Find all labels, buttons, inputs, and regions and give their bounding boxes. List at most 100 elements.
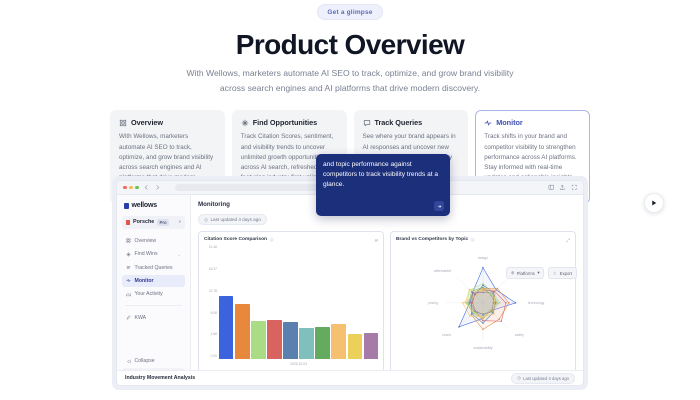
- sidebar-item-find-wins[interactable]: Find Wins ⌄: [122, 248, 185, 260]
- tooltip-text: and topic performance against competitor…: [323, 161, 439, 189]
- radar-point: [505, 302, 507, 304]
- y-tick: 16.37: [208, 267, 217, 272]
- platforms-filter-button[interactable]: Platforms ▾: [505, 267, 545, 280]
- radar-point: [482, 290, 484, 292]
- radar-point: [482, 292, 484, 294]
- app-logo[interactable]: wellows: [122, 202, 185, 216]
- chart-menu-icon[interactable]: [374, 238, 379, 243]
- pulse-icon: [484, 120, 492, 126]
- page-subtitle: With Wellows, marketers automate AI SEO …: [186, 68, 514, 94]
- info-icon[interactable]: [471, 238, 475, 242]
- bar-audi[interactable]: [251, 321, 266, 359]
- arrow-right-icon[interactable]: [154, 184, 161, 191]
- radar-point: [494, 302, 496, 304]
- feature-card-title: Find Opportunities: [252, 118, 318, 128]
- maximize-icon[interactable]: [135, 185, 139, 190]
- radar-point: [498, 318, 500, 321]
- sidebar-item-monitor[interactable]: Monitor: [122, 274, 185, 288]
- platforms-icon: [510, 271, 514, 275]
- chrome-icon-group: [548, 184, 578, 191]
- window-controls[interactable]: [123, 185, 139, 190]
- close-icon[interactable]: [123, 185, 127, 190]
- expand-icon[interactable]: [566, 238, 571, 243]
- y-tick: 4.68: [210, 332, 217, 337]
- bar-bmw[interactable]: [235, 303, 250, 359]
- radar-point: [468, 288, 471, 291]
- sidebar-nav: Overview Find Wins ⌄ Tracked Queries Monitor…: [122, 235, 185, 301]
- sidebar-item-label: Your Activity: [134, 291, 163, 298]
- radar-point: [494, 289, 497, 292]
- arrow-left-icon[interactable]: [143, 184, 150, 191]
- sidebar-item-label: Monitor: [134, 277, 154, 284]
- radar-point: [458, 326, 460, 329]
- radar-point: [466, 302, 469, 304]
- radar-point: [500, 320, 503, 323]
- share-icon[interactable]: [559, 184, 566, 191]
- sidebar-icon[interactable]: [548, 184, 555, 191]
- sidebar-item-your-activity[interactable]: Your Activity: [122, 288, 185, 300]
- bar-maserati[interactable]: [363, 333, 379, 359]
- sidebar: wellows Porsche Pro ▾ Overview Find Wins ⌄…: [117, 195, 191, 385]
- badge-row: Get a glimpse: [0, 0, 700, 20]
- sidebar-item-label: Tracked Queries: [134, 264, 173, 271]
- radar-point: [469, 315, 471, 318]
- logo-text: wellows: [131, 202, 158, 209]
- radar-point: [474, 310, 476, 312]
- workspace-plan-badge: Pro: [157, 219, 169, 226]
- x-axis-label: 2025-10-03: [290, 362, 307, 366]
- sidebar-item-collapse[interactable]: Collapse: [122, 355, 185, 367]
- export-button[interactable]: Export: [548, 267, 577, 280]
- dashboard-preview: wellows Porsche Pro ▾ Overview Find Wins ⌄…: [112, 176, 588, 390]
- feature-card-header: Track Queries: [363, 118, 460, 127]
- platforms-label: Platforms: [516, 270, 535, 276]
- footer-bar: Industry Movement Analysis Last updated …: [117, 370, 583, 385]
- bar-jaguar[interactable]: [347, 334, 362, 359]
- fullscreen-icon[interactable]: [571, 184, 578, 191]
- address-bar[interactable]: [174, 184, 415, 191]
- radar-point: [508, 302, 510, 304]
- chart-title: Brand vs Competitors by Topic: [396, 237, 469, 243]
- minimize-icon[interactable]: [129, 185, 133, 190]
- list-icon: [126, 266, 131, 270]
- panel-toolbar: Platforms ▾ Export: [505, 267, 577, 280]
- sidebar-item-tracked-queries[interactable]: Tracked Queries: [122, 261, 185, 273]
- sidebar-item-overview[interactable]: Overview: [122, 235, 185, 247]
- sidebar-item-kwa[interactable]: KWA: [122, 311, 185, 323]
- bar-lamborghini[interactable]: [299, 327, 314, 359]
- bar-mercedes-benz[interactable]: [267, 319, 282, 359]
- radar-point: [493, 291, 495, 294]
- workspace-switcher[interactable]: Porsche Pro ▾: [122, 216, 185, 229]
- radar-axis-label: design: [478, 256, 488, 260]
- tooltip-next-button[interactable]: [434, 201, 444, 211]
- logo-mark-icon: [124, 202, 129, 209]
- radar-point: [474, 295, 477, 297]
- y-axis-ticks: 21.46 16.37 11.78 8.08 4.68 0.00: [204, 245, 219, 366]
- radar-point: [498, 302, 501, 304]
- radar-point: [471, 313, 473, 315]
- bar-aston-martin[interactable]: [331, 324, 346, 359]
- radar-point: [514, 302, 517, 304]
- bar-ferrari[interactable]: [283, 322, 298, 359]
- grid-icon: [126, 238, 131, 243]
- refresh-icon: [204, 218, 208, 222]
- chart-title: Citation Score Comparison: [204, 237, 268, 243]
- radar-axis-label: safety: [515, 333, 524, 337]
- radar-point: [482, 267, 484, 269]
- grid-icon: [119, 119, 127, 127]
- bar-mclaren[interactable]: [315, 326, 330, 359]
- bars-area: 2025-10-03: [219, 245, 379, 366]
- get-a-glimpse-badge[interactable]: Get a glimpse: [317, 4, 383, 20]
- last-updated-text: Last updated 4 days ago: [210, 217, 261, 223]
- sidebar-item-label: Find Wins: [134, 251, 158, 258]
- chevron-down-icon: ▾: [537, 270, 540, 276]
- play-video-button[interactable]: [644, 193, 664, 213]
- bar-plot: 21.46 16.37 11.78 8.08 4.68 0.00 2025-10-03: [204, 245, 379, 366]
- radar-point: [482, 288, 484, 290]
- radar-point: [461, 302, 464, 304]
- radar-point: [492, 302, 495, 304]
- info-icon[interactable]: [270, 238, 274, 242]
- workspace-avatar: [126, 219, 130, 225]
- bar-you[interactable]: [219, 296, 234, 359]
- chart-row: Citation Score Comparison 21.46 16.37 11.7…: [198, 231, 576, 385]
